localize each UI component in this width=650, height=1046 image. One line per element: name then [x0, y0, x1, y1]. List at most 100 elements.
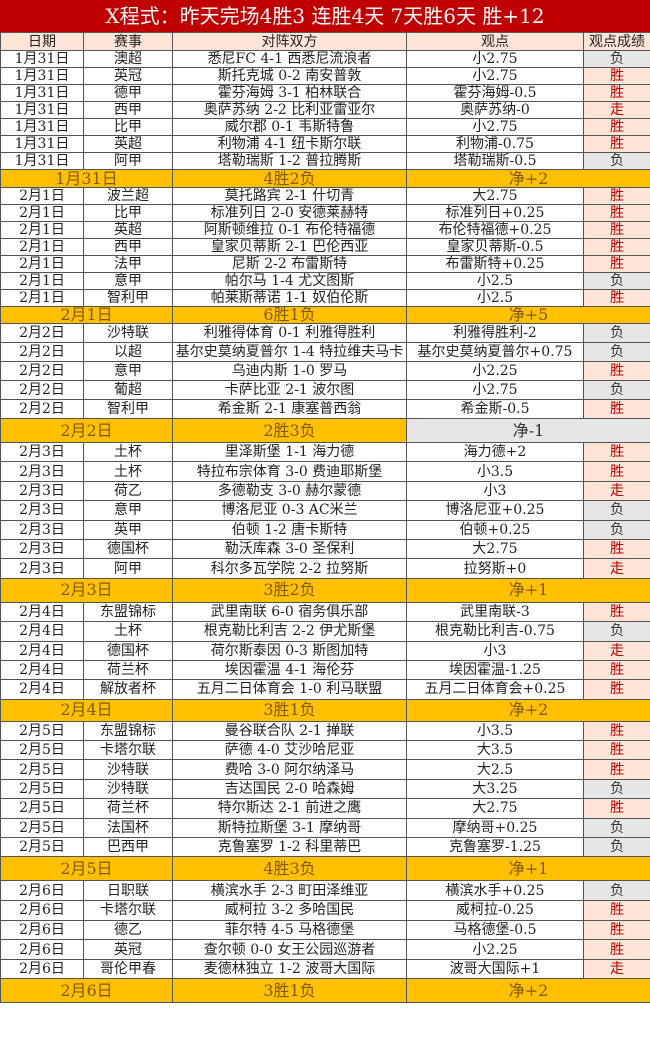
table-row: 2月3日 土杯 里泽斯堡 1-1 海力德 海力德+2 胜 — [0, 441, 650, 463]
cell-match: 威尔郡 0-1 韦斯特鲁 — [172, 118, 407, 136]
table-row: 2月4日 土杯 根克勒比利吉 2-2 伊尤斯堡 根克勒比利吉-0.75 负 — [0, 621, 650, 642]
cell-date: 2月2日 — [0, 323, 84, 343]
cell-date: 1月31日 — [0, 152, 84, 170]
cell-league: 比甲 — [83, 204, 173, 222]
cell-date: 2月5日 — [0, 759, 84, 780]
cell-match: 特拉布宗体育 3-0 费迪耶斯堡 — [172, 461, 407, 482]
summary-row: 2月3日 3胜2负 净+1 — [0, 577, 650, 603]
table-row: 2月4日 德国杯 荷尔斯泰因 0-3 斯图加特 小3 走 — [0, 640, 650, 661]
cell-date: 2月6日 — [0, 880, 84, 902]
cell-league: 阿甲 — [83, 152, 173, 170]
cell-league: 意甲 — [83, 500, 173, 521]
cell-pick: 根克勒比利吉-0.75 — [406, 621, 584, 642]
cell-result: 胜 — [583, 118, 650, 136]
cell-result: 走 — [583, 958, 650, 980]
cell-date: 1月31日 — [0, 50, 84, 68]
cell-date: 2月3日 — [0, 500, 84, 521]
cell-result: 胜 — [583, 538, 650, 560]
cell-date: 2月3日 — [0, 480, 84, 502]
cell-pick: 大2.75 — [406, 538, 584, 560]
cell-date: 2月1日 — [0, 272, 84, 290]
table-row: 1月31日 比甲 威尔郡 0-1 韦斯特鲁 小2.75 胜 — [0, 118, 650, 136]
cell-date: 2月5日 — [0, 778, 84, 800]
summary-row: 2月6日 3胜1负 净+2 — [0, 978, 650, 1004]
cell-date: 2月6日 — [0, 939, 84, 960]
table-row: 2月6日 哥伦甲春 麦德林独立 1-2 波哥大国际 波哥大国际+1 走 — [0, 958, 650, 980]
summary-record: 3胜1负 — [172, 698, 407, 722]
cell-league: 荷兰杯 — [83, 659, 173, 681]
cell-result: 胜 — [583, 221, 650, 239]
cell-match: 伯顿 1-2 唐卡斯特 — [172, 519, 407, 540]
cell-match: 博洛尼亚 0-3 AC米兰 — [172, 500, 407, 521]
cell-pick: 伯顿+0.25 — [406, 519, 584, 540]
cell-date: 2月1日 — [0, 187, 84, 205]
cell-pick: 塔勒瑞斯-0.5 — [406, 152, 584, 170]
summary-record: 3胜2负 — [172, 577, 407, 603]
cell-pick: 利物浦-0.75 — [406, 135, 584, 153]
cell-pick: 小2.75 — [406, 67, 584, 85]
cell-result: 胜 — [583, 601, 650, 623]
summary-row: 2月2日 2胜3负 净-1 — [0, 418, 650, 443]
summary-net: 净+2 — [406, 698, 650, 722]
cell-pick: 基尔史莫纳夏普尔+0.75 — [406, 342, 584, 362]
cell-league: 解放者杯 — [83, 679, 173, 700]
header-league: 赛事 — [83, 32, 173, 51]
cell-date: 1月31日 — [0, 84, 84, 102]
cell-date: 2月2日 — [0, 342, 84, 362]
summary-date: 2月5日 — [0, 856, 173, 882]
cell-result: 胜 — [583, 939, 650, 960]
cell-match: 尼斯 2-2 布雷斯特 — [172, 255, 407, 273]
table-row: 2月2日 意甲 乌迪内斯 1-0 罗马 小2.25 胜 — [0, 361, 650, 381]
cell-date: 1月31日 — [0, 67, 84, 85]
table-row: 2月2日 智利甲 希金斯 2-1 康塞普西翁 希金斯-0.5 胜 — [0, 399, 650, 419]
cell-league: 波兰超 — [83, 187, 173, 205]
cell-pick: 波哥大国际+1 — [406, 958, 584, 980]
cell-pick: 小2.25 — [406, 361, 584, 381]
table-row: 2月3日 荷乙 多德勒支 3-0 赫尔蒙德 小3 走 — [0, 480, 650, 502]
cell-match: 斯特拉斯堡 3-1 摩纳哥 — [172, 817, 407, 839]
cell-league: 英超 — [83, 221, 173, 239]
cell-match: 查尔顿 0-0 女王公园巡游者 — [172, 939, 407, 960]
cell-league: 德乙 — [83, 919, 173, 941]
cell-match: 费哈 3-0 阿尔纳泽马 — [172, 759, 407, 780]
cell-result: 负 — [583, 380, 650, 400]
cell-pick: 马格德堡-0.5 — [406, 919, 584, 941]
header-date: 日期 — [0, 32, 84, 51]
table-row: 2月3日 德国杯 勒沃库森 3-0 圣保利 大2.75 胜 — [0, 538, 650, 560]
cell-date: 2月1日 — [0, 238, 84, 256]
summary-date: 2月1日 — [0, 306, 173, 324]
cell-match: 菲尔特 4-5 马格德堡 — [172, 919, 407, 941]
table-row: 1月31日 阿甲 塔勒瑞斯 1-2 普拉腾斯 塔勒瑞斯-0.5 负 — [0, 152, 650, 170]
cell-pick: 摩纳哥+0.25 — [406, 817, 584, 839]
cell-league: 智利甲 — [83, 289, 173, 307]
cell-result: 走 — [583, 558, 650, 579]
summary-record: 4胜3负 — [172, 856, 407, 882]
cell-result: 负 — [583, 621, 650, 642]
cell-date: 1月31日 — [0, 118, 84, 136]
page-title: X程式：昨天完场4胜3 连胜4天 7天胜6天 胜+12 — [0, 0, 650, 32]
cell-match: 阿斯顿维拉 0-1 布伦特福德 — [172, 221, 407, 239]
table-row: 2月3日 意甲 博洛尼亚 0-3 AC米兰 博洛尼亚+0.25 负 — [0, 500, 650, 521]
cell-match: 帕莱斯蒂诺 1-1 奴伯伦斯 — [172, 289, 407, 307]
cell-date: 2月2日 — [0, 380, 84, 400]
cell-league: 土杯 — [83, 441, 173, 463]
cell-match: 埃因霍温 4-1 海伦芬 — [172, 659, 407, 681]
header-match: 对阵双方 — [172, 32, 407, 51]
cell-result: 走 — [583, 101, 650, 119]
cell-date: 2月6日 — [0, 919, 84, 941]
header-pick: 观点 — [406, 32, 584, 51]
table-row: 2月1日 西甲 皇家贝蒂斯 2-1 巴伦西亚 皇家贝蒂斯-0.5 胜 — [0, 238, 650, 256]
table-row: 2月3日 土杯 特拉布宗体育 3-0 费迪耶斯堡 小3.5 胜 — [0, 461, 650, 482]
cell-date: 2月3日 — [0, 461, 84, 482]
cell-league: 比甲 — [83, 118, 173, 136]
cell-date: 2月4日 — [0, 640, 84, 661]
cell-pick: 标准列日+0.25 — [406, 204, 584, 222]
cell-league: 土杯 — [83, 461, 173, 482]
cell-result: 胜 — [583, 441, 650, 463]
cell-match: 勒沃库森 3-0 圣保利 — [172, 538, 407, 560]
cell-match: 吉达国民 2-0 哈森姆 — [172, 778, 407, 800]
table-row: 1月31日 西甲 奥萨苏纳 2-2 比利亚雷亚尔 奥萨苏纳-0 走 — [0, 101, 650, 119]
table-row: 2月1日 英超 阿斯顿维拉 0-1 布伦特福德 布伦特福德+0.25 胜 — [0, 221, 650, 239]
cell-result: 胜 — [583, 900, 650, 921]
cell-match: 横滨水手 2-3 町田泽维亚 — [172, 880, 407, 902]
